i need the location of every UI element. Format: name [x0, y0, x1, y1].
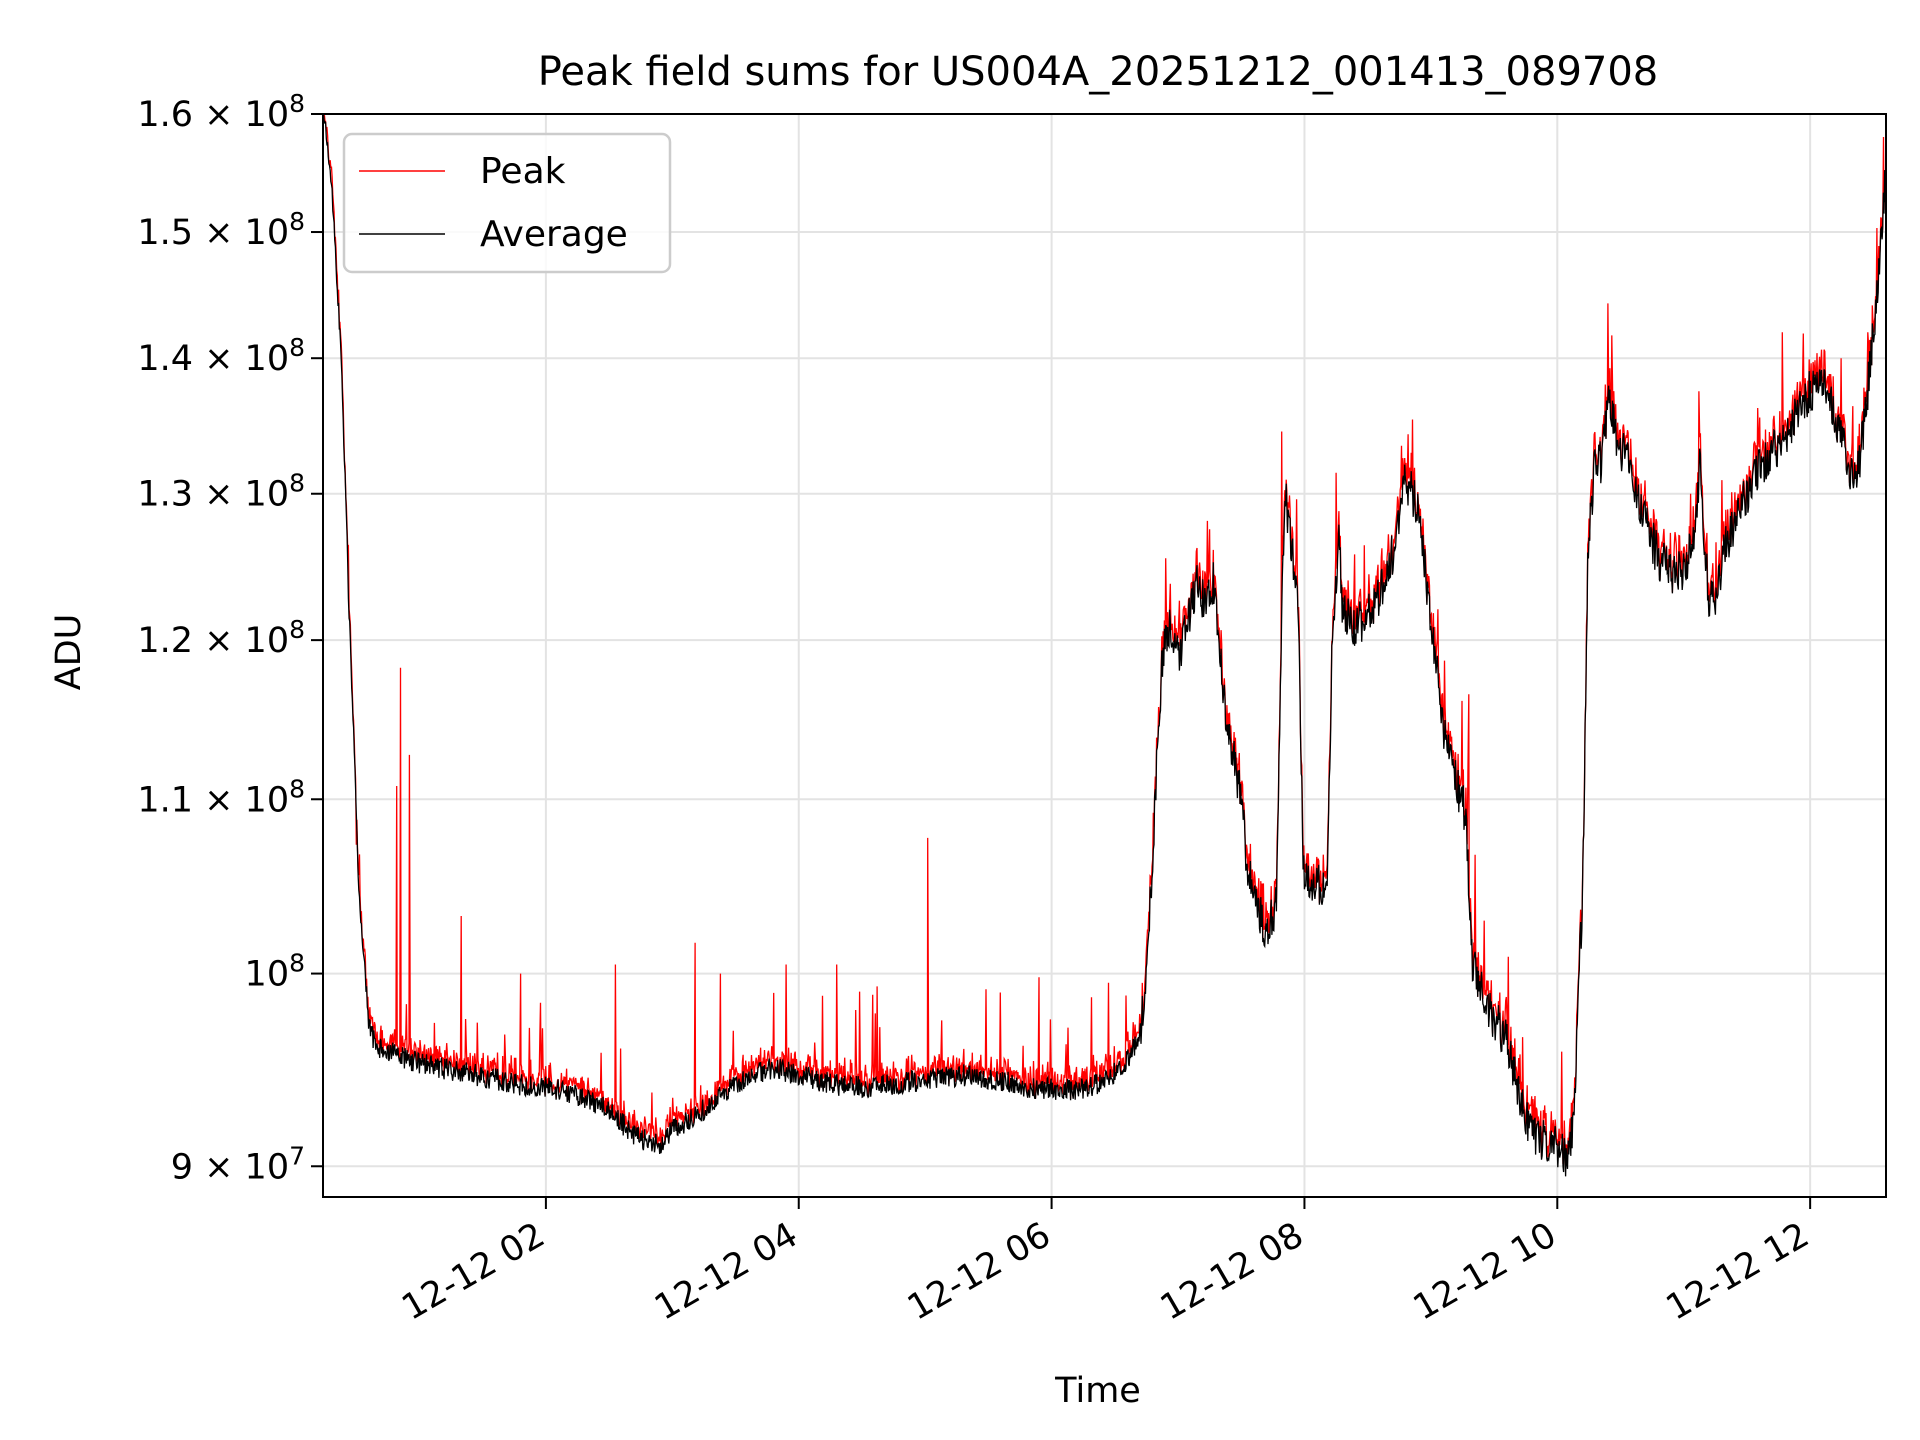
- legend-average-label: Average: [480, 214, 628, 255]
- y-tick-label: 9 × 107: [171, 1141, 305, 1187]
- y-tick-label: 1.3 × 108: [137, 469, 305, 515]
- series-average-line: [323, 115, 1886, 1177]
- y-tick-label: 1.4 × 108: [137, 333, 305, 379]
- y-tick-label: 1.6 × 108: [137, 89, 305, 135]
- y-axis-label: ADU: [49, 614, 89, 691]
- y-tick-label: 1.5 × 108: [137, 207, 305, 253]
- y-tick-label: 108: [245, 949, 305, 995]
- chart-title: Peak field sums for US004A_20251212_0014…: [538, 49, 1659, 95]
- plot-frame: [322, 113, 1887, 1198]
- plot-series: [323, 114, 1886, 1177]
- y-tick-label: 1.2 × 108: [137, 615, 305, 661]
- series-peak-line: [323, 114, 1886, 1166]
- legend: Peak Average: [342, 132, 672, 274]
- legend-frame: [342, 132, 672, 274]
- legend-peak-label: Peak: [480, 151, 566, 192]
- x-axis-label: Time: [1054, 1371, 1141, 1411]
- y-tick-label: 1.1 × 108: [137, 774, 305, 820]
